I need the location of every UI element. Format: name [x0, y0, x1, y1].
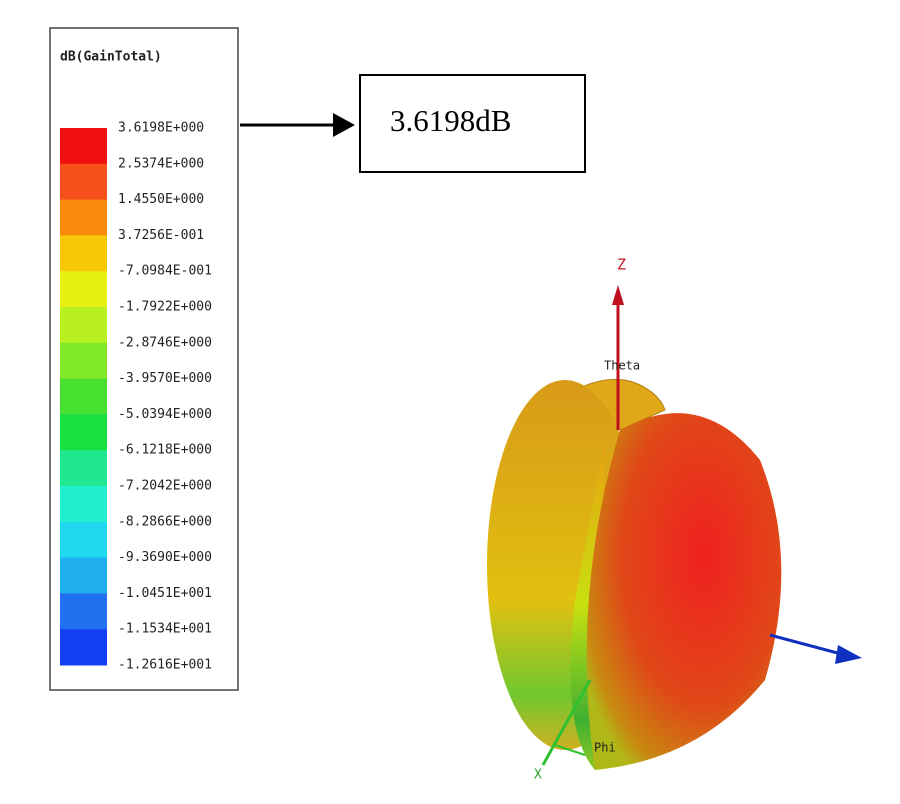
legend-label: -8.2866E+000 — [118, 514, 212, 529]
legend-swatch — [60, 163, 107, 201]
legend-swatch — [60, 593, 107, 630]
arrow-head — [333, 113, 355, 137]
legend-swatch — [60, 342, 107, 380]
phi-arc — [554, 744, 586, 756]
annotation-box — [359, 74, 586, 173]
legend-title: dB(GainTotal) — [60, 50, 162, 65]
legend-swatch — [60, 486, 107, 523]
x-axis — [541, 679, 592, 766]
legend-label: -5.0394E+000 — [118, 407, 212, 422]
legend-swatch — [60, 414, 107, 451]
legend-swatch — [60, 450, 107, 487]
legend-swatch — [60, 557, 107, 594]
phi-label: Phi — [594, 741, 616, 755]
legend-swatch — [60, 521, 107, 559]
legend-label: -1.1534E+001 — [118, 622, 212, 637]
y-axis — [769, 633, 846, 657]
z-label: Z — [617, 256, 626, 274]
legend-label: -7.0984E-001 — [118, 264, 212, 279]
legend-swatch — [60, 128, 107, 165]
legend-label: -2.8746E+000 — [118, 335, 212, 350]
annotation: 3.6198dB — [390, 103, 511, 138]
legend-label: -7.2042E+000 — [118, 479, 212, 494]
x-label: X — [534, 768, 542, 783]
legend-swatch — [60, 199, 107, 236]
legend-label: 3.7256E-001 — [118, 228, 204, 243]
legend-label: -1.7922E+000 — [118, 300, 212, 315]
z-arrow — [612, 285, 624, 305]
legend-label: -3.9570E+000 — [118, 371, 212, 386]
legend-label: -6.1218E+000 — [118, 443, 212, 458]
theta-label: Theta — [604, 359, 640, 373]
y-arrow — [835, 645, 862, 664]
legend: 3.6198E+000 2.5374E+000 1.4550E+000 3.7256E… — [60, 121, 212, 673]
legend-swatch — [60, 378, 107, 415]
radiation-pattern — [487, 378, 782, 770]
legend-label: 3.6198E+000 — [118, 121, 204, 136]
legend-swatch — [60, 235, 107, 272]
legend-swatch — [60, 629, 107, 666]
legend-label: 1.4550E+000 — [118, 192, 204, 207]
legend-label: -1.2616E+001 — [118, 658, 212, 673]
legend-label: -1.0451E+001 — [118, 586, 212, 601]
legend-swatch — [60, 271, 107, 308]
pattern-right-lobe — [586, 413, 782, 770]
legend-label: -9.3690E+000 — [118, 550, 212, 565]
legend-swatch — [60, 307, 107, 344]
legend-label: 2.5374E+000 — [118, 156, 204, 171]
